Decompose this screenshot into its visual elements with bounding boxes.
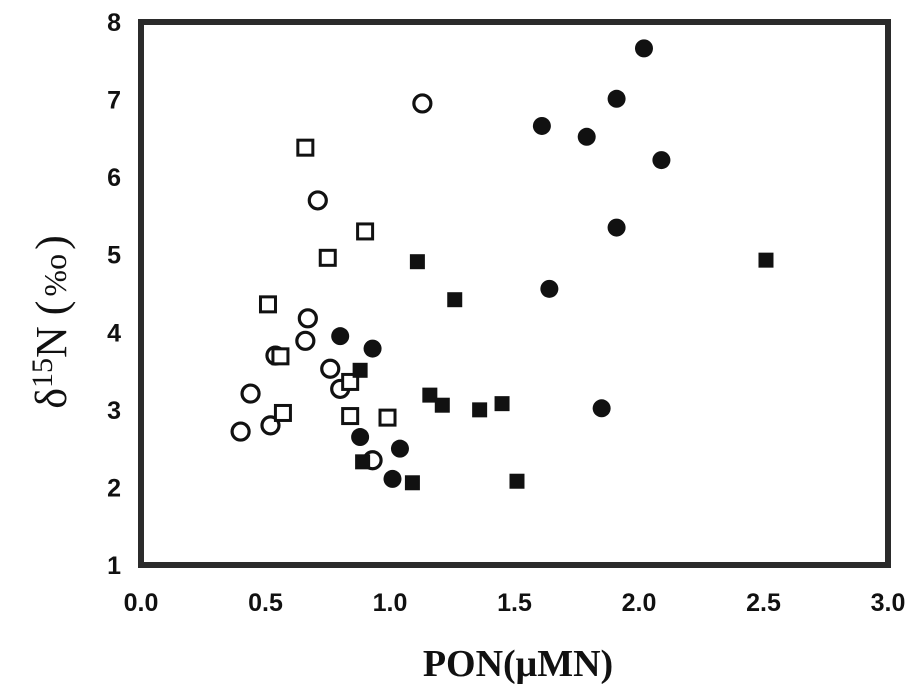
x-tick-label: 2.0 bbox=[622, 589, 657, 617]
filled-square-point bbox=[472, 402, 488, 418]
data-points bbox=[230, 39, 774, 491]
filled-circle-point bbox=[331, 327, 350, 346]
filled-circle-point bbox=[634, 39, 653, 58]
filled-square-point bbox=[758, 252, 774, 268]
filled-square-point bbox=[404, 475, 420, 491]
y-tick-label: 8 bbox=[107, 9, 121, 37]
y-tick-label: 1 bbox=[107, 552, 121, 580]
filled-square-point bbox=[409, 254, 425, 270]
filled-square-point bbox=[494, 396, 510, 412]
filled-circle-point bbox=[592, 399, 611, 418]
filled-square-point bbox=[355, 454, 371, 470]
open-circle-point bbox=[412, 93, 433, 114]
y-tick-label: 3 bbox=[107, 397, 121, 425]
plot-frame bbox=[138, 19, 891, 568]
y-axis-label-main: N ( bbox=[27, 301, 76, 358]
filled-square-point bbox=[422, 387, 438, 403]
open-square-point bbox=[296, 138, 315, 157]
y-axis-label: δ15N (%o) bbox=[26, 235, 76, 408]
x-tick-label: 0.0 bbox=[124, 589, 159, 617]
x-tick-label: 2.5 bbox=[746, 589, 781, 617]
open-square-point bbox=[378, 408, 397, 427]
filled-circle-point bbox=[607, 218, 626, 237]
filled-circle-point bbox=[532, 116, 551, 135]
y-axis-ticks: 1 2 3 4 5 6 7 8 bbox=[107, 9, 121, 580]
x-axis-ticks: 0.0 0.5 1.0 1.5 2.0 2.5 3.0 bbox=[124, 589, 906, 617]
filled-circle-point bbox=[351, 428, 370, 447]
y-axis-label-unit: %o bbox=[37, 254, 73, 297]
filled-circle-point bbox=[363, 339, 382, 358]
open-square-point bbox=[273, 403, 292, 422]
open-circle-point bbox=[307, 190, 328, 211]
x-axis-label: PON(μMN) bbox=[423, 643, 613, 684]
open-square-point bbox=[258, 295, 277, 314]
x-tick-label: 1.5 bbox=[497, 589, 532, 617]
filled-circle-point bbox=[652, 151, 671, 170]
open-circle-point bbox=[295, 330, 316, 351]
x-tick-label: 1.0 bbox=[373, 589, 408, 617]
open-square-point bbox=[341, 407, 360, 426]
filled-square-point bbox=[447, 292, 463, 308]
open-square-point bbox=[271, 347, 290, 366]
y-tick-label: 7 bbox=[107, 87, 121, 115]
filled-square-point bbox=[352, 362, 368, 378]
open-circle-point bbox=[230, 421, 251, 442]
open-circle-point bbox=[297, 308, 318, 329]
y-tick-label: 2 bbox=[107, 474, 121, 502]
y-axis-label-superscript: 15 bbox=[26, 358, 59, 388]
filled-square-point bbox=[434, 397, 450, 413]
y-tick-label: 6 bbox=[107, 164, 121, 192]
open-square-point bbox=[356, 222, 375, 241]
open-circle-point bbox=[240, 383, 261, 404]
filled-circle-point bbox=[383, 469, 402, 488]
y-tick-label: 4 bbox=[107, 319, 121, 347]
filled-square-point bbox=[509, 473, 525, 489]
y-axis-label-delta: δ bbox=[27, 388, 76, 409]
filled-circle-point bbox=[540, 279, 559, 298]
filled-circle-point bbox=[577, 127, 596, 146]
filled-circle-point bbox=[390, 439, 409, 458]
open-square-point bbox=[341, 372, 360, 391]
open-circle-point bbox=[320, 358, 341, 379]
y-tick-label: 5 bbox=[107, 242, 121, 270]
y-axis-label-close: ) bbox=[27, 235, 76, 250]
plot-area bbox=[138, 19, 891, 568]
filled-circle-point bbox=[607, 89, 626, 108]
x-tick-label: 0.5 bbox=[248, 589, 283, 617]
x-tick-label: 3.0 bbox=[871, 589, 906, 617]
open-square-point bbox=[318, 248, 337, 267]
